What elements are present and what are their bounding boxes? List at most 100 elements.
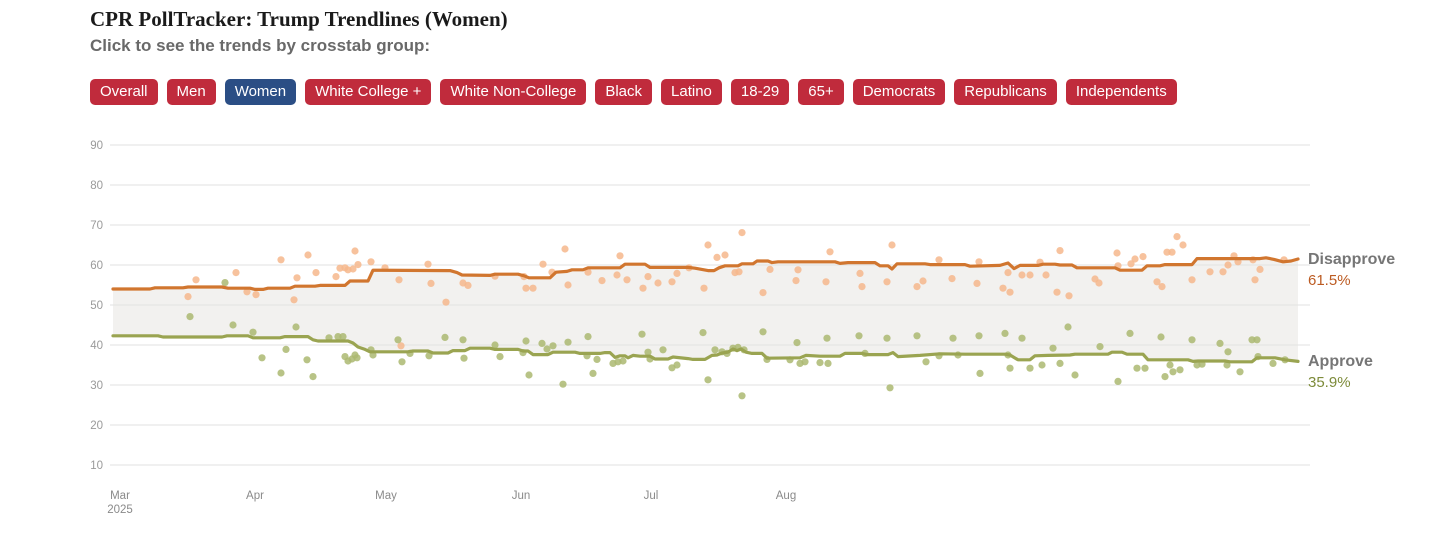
tab-white-college[interactable]: White College +: [305, 79, 432, 105]
approve-poll-dot: [1056, 359, 1064, 367]
disapprove-trend-line: [111, 256, 1300, 291]
approve-poll-dot: [593, 355, 601, 363]
disapprove-poll-dot: [704, 241, 712, 249]
approve-poll-dot: [1126, 329, 1134, 337]
disapprove-poll-dot: [1173, 233, 1181, 241]
tab-65-plus[interactable]: 65+: [798, 79, 844, 105]
disapprove-poll-dot: [700, 284, 708, 292]
approve-poll-dot: [277, 369, 285, 377]
approve-poll-dot: [1161, 373, 1169, 381]
disapprove-poll-dot: [919, 277, 927, 285]
tab-white-non-college[interactable]: White Non-College: [440, 79, 587, 105]
approve-poll-dot: [855, 332, 863, 340]
disapprove-poll-dot: [1163, 248, 1171, 256]
disapprove-poll-dot: [367, 258, 375, 266]
approve-poll-dot: [459, 336, 467, 344]
disapprove-poll-dot: [654, 279, 662, 287]
approve-poll-dot: [793, 339, 801, 347]
disapprove-poll-dot: [464, 281, 472, 289]
approve-poll-dot: [1001, 329, 1009, 337]
approve-poll-dot: [1157, 333, 1165, 341]
disapprove-poll-dot: [973, 279, 981, 287]
disapprove-poll-dot: [564, 281, 572, 289]
disapprove-poll-dot: [1056, 247, 1064, 255]
approve-poll-dot: [249, 328, 257, 336]
disapprove-poll-dot: [713, 253, 721, 261]
tab-18-29[interactable]: 18-29: [730, 79, 790, 105]
disapprove-poll-dot: [1179, 241, 1187, 249]
approve-poll-dot: [398, 358, 406, 366]
tab-republicans[interactable]: Republicans: [954, 79, 1057, 105]
approve-poll-dot: [922, 358, 930, 366]
approve-poll-dot: [584, 333, 592, 341]
x-axis-label-jul: Jul: [644, 490, 659, 502]
approve-poll-dot: [221, 279, 229, 287]
approve-label: Approve: [1308, 353, 1373, 370]
approve-poll-dot: [334, 333, 342, 341]
disapprove-poll-dot: [668, 278, 676, 286]
tab-women[interactable]: Women: [224, 79, 297, 105]
disapprove-poll-dot: [856, 269, 864, 277]
approve-poll-dot: [292, 323, 300, 331]
approve-poll-dot: [1253, 336, 1261, 344]
disapprove-poll-dot: [304, 251, 312, 259]
approve-poll-dot: [913, 332, 921, 340]
disapprove-poll-dot: [584, 268, 592, 276]
approve-poll-dot: [339, 333, 347, 341]
approve-poll-dot: [644, 348, 652, 356]
disapprove-poll-dot: [913, 283, 921, 291]
y-axis-label-40: 40: [90, 340, 103, 352]
disapprove-poll-dot: [935, 256, 943, 264]
y-axis-label-50: 50: [90, 300, 103, 312]
disapprove-poll-dot: [999, 284, 1007, 292]
approve-poll-dot: [441, 333, 449, 341]
x-axis-label-jun: Jun: [512, 490, 531, 502]
approve-poll-dot: [823, 334, 831, 342]
crosstab-tab-bar: Overall Men Women White College + White …: [90, 79, 1177, 105]
disapprove-poll-dot: [1219, 268, 1227, 276]
approve-poll-dot: [1269, 359, 1277, 367]
disapprove-poll-dot: [975, 258, 983, 266]
tab-democrats[interactable]: Democrats: [852, 79, 946, 105]
chart-header: CPR PollTracker: Trump Trendlines (Women…: [90, 6, 508, 56]
approve-poll-dot: [1224, 348, 1232, 356]
approve-poll-dot: [976, 369, 984, 377]
approve-poll-dot: [1188, 336, 1196, 344]
tab-independents[interactable]: Independents: [1065, 79, 1177, 105]
disapprove-poll-dot: [293, 274, 301, 282]
disapprove-poll-dot: [766, 265, 774, 273]
disapprove-poll-dot: [1113, 249, 1121, 257]
approve-poll-dot: [496, 353, 504, 361]
approve-poll-dot: [1176, 366, 1184, 374]
tab-latino[interactable]: Latino: [661, 79, 722, 105]
disapprove-poll-dot: [738, 229, 746, 237]
approve-poll-dot: [589, 369, 597, 377]
approve-poll-dot: [659, 346, 667, 354]
disapprove-poll-dot: [1095, 279, 1103, 287]
disapprove-poll-dot: [616, 252, 624, 260]
approve-poll-dot: [1114, 377, 1122, 385]
disapprove-poll-dot: [332, 273, 340, 281]
disapprove-poll-dot: [427, 279, 435, 287]
approve-poll-dot: [425, 352, 433, 360]
disapprove-poll-dot: [354, 261, 362, 269]
approve-poll-dot: [824, 359, 832, 367]
tab-black[interactable]: Black: [595, 79, 653, 105]
disapprove-poll-dot: [794, 266, 802, 274]
approve-poll-dot: [886, 384, 894, 392]
y-axis-label-10: 10: [90, 460, 103, 472]
disapprove-poll-dot: [1004, 269, 1012, 277]
approve-poll-dot: [1133, 364, 1141, 372]
approve-legend: Approve 35.9%: [1308, 352, 1453, 393]
tab-men[interactable]: Men: [166, 79, 216, 105]
y-axis-label-90: 90: [90, 140, 103, 152]
tab-overall[interactable]: Overall: [90, 79, 158, 105]
disapprove-poll-dot: [613, 271, 621, 279]
approve-poll-dot: [1216, 339, 1224, 347]
approve-poll-dot: [1018, 334, 1026, 342]
disapprove-poll-dot: [442, 298, 450, 306]
disapprove-poll-dot: [948, 275, 956, 283]
disapprove-poll-dot: [192, 276, 200, 284]
